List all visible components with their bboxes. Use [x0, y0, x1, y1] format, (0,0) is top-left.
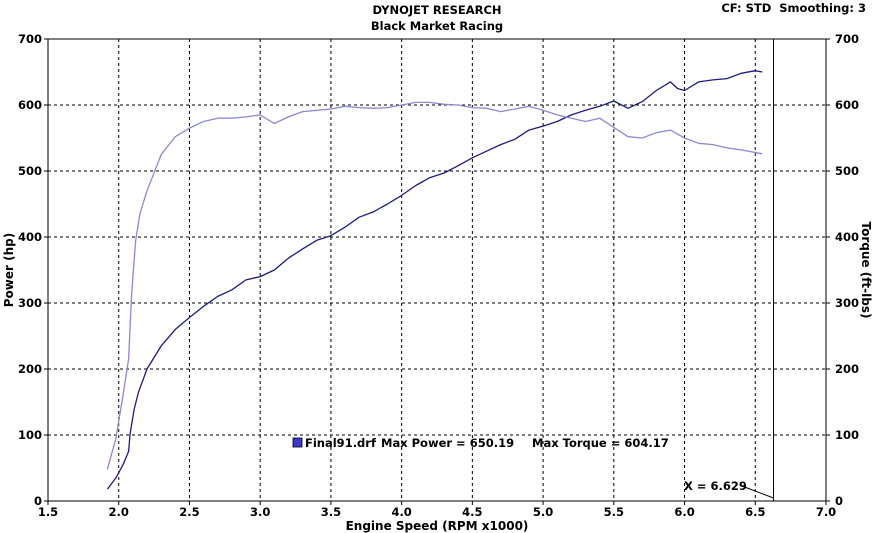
- y-tick-label-left: 300: [18, 296, 42, 310]
- cursor-pointer: [741, 485, 774, 499]
- x-tick-label: 2.0: [109, 505, 129, 519]
- y-tick-label-right: 500: [835, 164, 859, 178]
- y-tick-label-left: 700: [18, 32, 42, 46]
- x-tick-label: 3.5: [321, 505, 341, 519]
- x-tick-label: 4.5: [462, 505, 482, 519]
- y-tick-label-left: 100: [18, 428, 42, 442]
- y-tick-label-right: 300: [835, 296, 859, 310]
- legend-swatch: [292, 437, 303, 448]
- y-tick-label-left: 0: [34, 494, 42, 508]
- x-tick-label: 3.0: [250, 505, 270, 519]
- y-tick-label-left: 600: [18, 98, 42, 112]
- series-layer: [106, 70, 763, 490]
- legend-max-torque: Max Torque = 604.17: [532, 436, 669, 450]
- y-axis-label-right: Torque (ft-lbs): [859, 222, 873, 319]
- x-tick-label: 5.5: [604, 505, 624, 519]
- chart-grid: [48, 39, 826, 501]
- legend-max-power: Max Power = 650.19: [381, 436, 514, 450]
- series-line-torque: [106, 101, 763, 470]
- y-tick-label-right: 200: [835, 362, 859, 376]
- legend-file-name: Final91.drf: [305, 436, 377, 450]
- y-axis-label-left: Power (hp): [2, 233, 16, 307]
- y-tick-label-right: 700: [835, 32, 859, 46]
- x-tick-label: 4.0: [391, 505, 411, 519]
- plot-area-frame: [47, 38, 827, 502]
- series-line-power: [106, 70, 763, 490]
- x-tick-label: 6.5: [745, 505, 765, 519]
- chart-title: DYNOJET RESEARCH: [372, 3, 501, 17]
- y-tick-label-right: 0: [835, 494, 843, 508]
- y-tick-labels-right: 0 100 200 300 400 500 600 700: [826, 32, 859, 508]
- x-tick-label: 1.5: [38, 505, 58, 519]
- cursor-label: X = 6.629: [684, 479, 747, 493]
- x-axis-label: Engine Speed (RPM x1000): [346, 519, 529, 533]
- y-tick-label-left: 500: [18, 164, 42, 178]
- y-tick-labels-left: 0 100 200 300 400 500 600 700: [18, 32, 48, 508]
- x-tick-label: 7.0: [816, 505, 836, 519]
- x-tick-label: 5.0: [533, 505, 553, 519]
- x-tick-label: 2.5: [179, 505, 199, 519]
- correction-info: CF: STD Smoothing: 3: [721, 1, 866, 15]
- y-tick-label-right: 600: [835, 98, 859, 112]
- y-tick-label-right: 400: [835, 230, 859, 244]
- x-tick-label: 6.0: [674, 505, 694, 519]
- chart-subtitle: Black Market Racing: [371, 19, 503, 33]
- y-tick-label-left: 200: [18, 362, 42, 376]
- legend: Final91.drf Max Power = 650.19 Max Torqu…: [292, 436, 669, 450]
- x-tick-labels: 1.5 2.0 2.5 3.0 3.5 4.0 4.5 5.0 5.5 6.0 6.5 7.0: [38, 501, 836, 519]
- y-tick-label-left: 400: [18, 230, 42, 244]
- y-tick-label-right: 100: [835, 428, 859, 442]
